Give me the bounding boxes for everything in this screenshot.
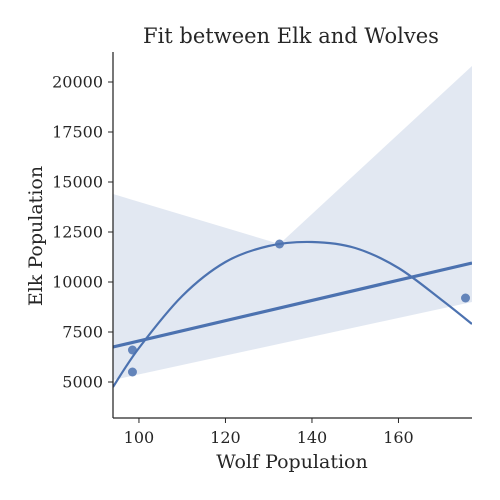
x-axis-label: Wolf Population bbox=[216, 451, 367, 473]
x-axis-ticks: 100 120 140 160 bbox=[124, 418, 414, 447]
y-tick-label-20000: 20000 bbox=[52, 73, 103, 92]
y-tick-label-5000: 5000 bbox=[62, 373, 103, 392]
plot-area bbox=[113, 66, 472, 388]
confidence-band bbox=[113, 66, 472, 380]
y-tick-label-7500: 7500 bbox=[62, 323, 103, 342]
data-point-3 bbox=[275, 239, 285, 249]
axes bbox=[112, 52, 472, 419]
y-axis-ticks: 5000 7500 10000 12500 15000 17500 20000 bbox=[52, 73, 113, 392]
data-point-4 bbox=[461, 293, 471, 303]
chart-title: Fit between Elk and Wolves bbox=[143, 24, 439, 48]
y-tick-label-15000: 15000 bbox=[52, 173, 103, 192]
y-tick-label-12500: 12500 bbox=[52, 223, 103, 242]
y-tick-label-10000: 10000 bbox=[52, 273, 103, 292]
x-tick-label-100: 100 bbox=[124, 428, 155, 447]
data-point-2 bbox=[127, 367, 137, 377]
y-tick-label-17500: 17500 bbox=[52, 123, 103, 142]
x-tick-label-160: 160 bbox=[383, 428, 414, 447]
y-axis-label: Elk Population bbox=[25, 166, 47, 306]
fit-curve bbox=[113, 240, 472, 388]
x-tick-label-120: 120 bbox=[210, 428, 241, 447]
x-tick-label-140: 140 bbox=[297, 428, 328, 447]
data-point-1 bbox=[127, 345, 137, 355]
